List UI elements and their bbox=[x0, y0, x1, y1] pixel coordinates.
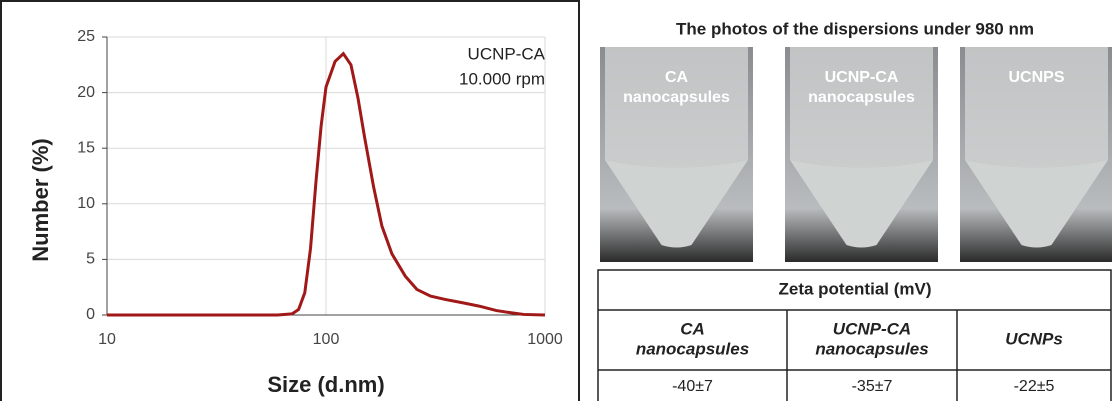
annotation: 10.000 rpm bbox=[459, 69, 545, 88]
table-cell: -22±5 bbox=[1014, 378, 1055, 395]
column-header: CA bbox=[680, 319, 705, 338]
tube-cone bbox=[605, 160, 748, 248]
photo-label: CA bbox=[665, 69, 689, 86]
tube-cone bbox=[965, 160, 1108, 248]
x-tick-label: 100 bbox=[313, 331, 340, 348]
annotation: UCNP-CA bbox=[468, 44, 546, 63]
column-header: UCNPs bbox=[1005, 329, 1063, 348]
y-axis-label: Number (%) bbox=[28, 138, 53, 261]
table-border bbox=[597, 269, 1112, 406]
photo-label: nanocapsules bbox=[623, 89, 730, 106]
column-header: UCNP-CA bbox=[833, 319, 911, 338]
y-tick-label: 25 bbox=[77, 28, 95, 45]
column-header: nanocapsules bbox=[815, 339, 928, 358]
chart-frame bbox=[0, 0, 580, 406]
tube bbox=[605, 47, 748, 168]
tube bbox=[790, 47, 933, 168]
y-tick-label: 0 bbox=[86, 306, 95, 323]
y-tick-label: 10 bbox=[77, 195, 95, 212]
table: Zeta potential (mV)CAnanocapsulesUCNP-CA… bbox=[597, 269, 1112, 406]
photo-label: UCNP-CA bbox=[825, 69, 899, 86]
x-tick-label: 10 bbox=[98, 331, 116, 348]
y-tick-label: 5 bbox=[86, 251, 95, 268]
photos: CA nanocapsules UCNP-CA nanocapsules UCNPS bbox=[600, 47, 1112, 262]
table-header: Zeta potential (mV) bbox=[778, 279, 931, 298]
photo-label: UCNPS bbox=[1008, 69, 1064, 86]
tube-cone bbox=[790, 160, 933, 248]
tube bbox=[965, 47, 1108, 168]
photo-label: nanocapsules bbox=[808, 89, 915, 106]
y-tick-label: 20 bbox=[77, 84, 95, 101]
table-cell: -35±7 bbox=[852, 378, 893, 395]
y-tick-label: 15 bbox=[77, 139, 95, 156]
x-axis-label: Size (d.nm) bbox=[267, 372, 384, 397]
data-line bbox=[107, 51, 546, 317]
table-cell: -40±7 bbox=[672, 378, 713, 395]
column-header: nanocapsules bbox=[636, 339, 749, 358]
x-tick-label: 1000 bbox=[527, 331, 563, 348]
photos-title: The photos of the dispersions under 980 … bbox=[676, 19, 1034, 38]
